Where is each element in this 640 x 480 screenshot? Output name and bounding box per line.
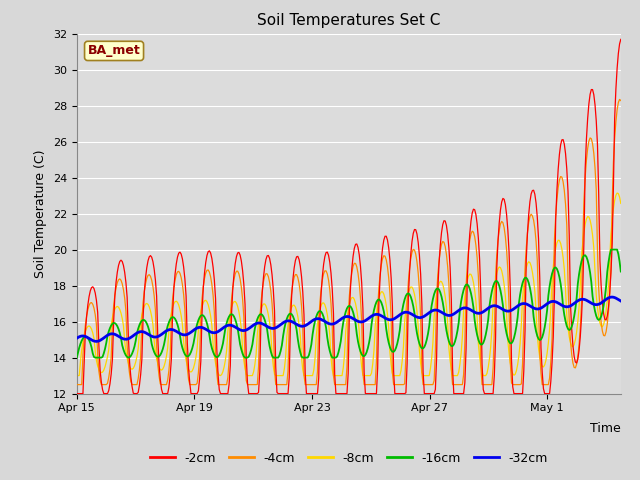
Text: Time: Time — [590, 422, 621, 435]
Text: BA_met: BA_met — [88, 44, 140, 58]
Legend: -2cm, -4cm, -8cm, -16cm, -32cm: -2cm, -4cm, -8cm, -16cm, -32cm — [145, 447, 553, 469]
Y-axis label: Soil Temperature (C): Soil Temperature (C) — [35, 149, 47, 278]
Title: Soil Temperatures Set C: Soil Temperatures Set C — [257, 13, 440, 28]
